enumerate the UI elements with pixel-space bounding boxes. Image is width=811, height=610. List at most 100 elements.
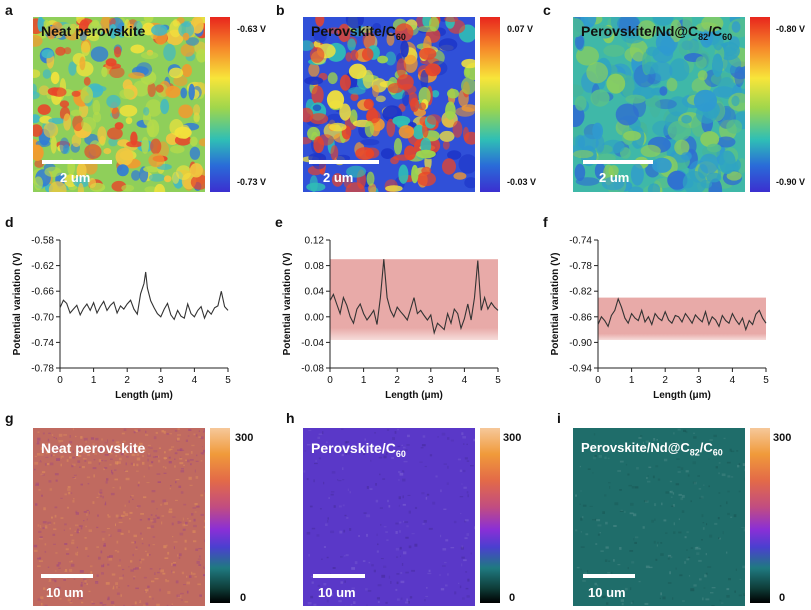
- kpfm-colorbar-b: [480, 17, 500, 192]
- map-noise-pixel: [597, 524, 602, 527]
- y-tick-label: -0.58: [31, 236, 54, 247]
- map-noise-pixel: [115, 441, 120, 444]
- map-noise-pixel: [323, 583, 327, 586]
- map-noise-pixel: [587, 468, 591, 470]
- map-noise-pixel: [369, 488, 373, 490]
- map-noise-pixel: [450, 439, 454, 442]
- map-texture-blob: [700, 131, 720, 148]
- map-noise-pixel: [40, 447, 43, 450]
- x-tick-label: 2: [662, 375, 668, 386]
- x-tick-label: 1: [629, 375, 635, 386]
- map-noise-pixel: [118, 521, 123, 524]
- map-noise-pixel: [461, 545, 464, 549]
- map-noise-pixel: [420, 447, 424, 449]
- map-noise-pixel: [670, 556, 673, 558]
- map-noise-pixel: [135, 546, 138, 549]
- map-noise-pixel: [606, 602, 609, 605]
- map-texture-blob: [133, 20, 143, 35]
- map-texture-blob: [100, 17, 112, 34]
- map-texture-blob: [637, 20, 657, 40]
- map-noise-pixel: [63, 578, 66, 581]
- map-noise-pixel: [92, 467, 97, 470]
- map-noise-pixel: [161, 515, 165, 517]
- map-noise-pixel: [620, 509, 623, 511]
- map-texture-blob: [176, 165, 192, 181]
- map-noise-pixel: [347, 593, 350, 595]
- map-texture-blob: [350, 49, 359, 61]
- map-noise-pixel: [171, 446, 175, 448]
- map-texture-blob: [375, 95, 386, 103]
- map-texture-blob: [439, 130, 455, 142]
- map-noise-pixel: [46, 594, 49, 597]
- map-noise-pixel: [86, 513, 88, 516]
- map-texture-blob: [154, 183, 166, 192]
- map-noise-pixel: [75, 593, 78, 595]
- map-noise-pixel: [204, 567, 205, 570]
- map-noise-pixel: [137, 505, 141, 508]
- x-tick-label: 4: [730, 375, 736, 386]
- map-noise-pixel: [143, 496, 147, 499]
- map-texture-blob: [327, 72, 338, 85]
- map-noise-pixel: [741, 526, 745, 529]
- map-noise-pixel: [76, 554, 78, 556]
- map-noise-pixel: [200, 513, 204, 516]
- map-noise-pixel: [401, 453, 406, 456]
- colorbar-bottom-label: 0: [240, 592, 247, 604]
- map-noise-pixel: [467, 494, 469, 498]
- map-noise-pixel: [709, 534, 713, 538]
- map-noise-pixel: [177, 434, 181, 436]
- x-tick-label: 1: [91, 375, 97, 386]
- map-noise-pixel: [653, 438, 656, 441]
- map-texture-blob: [60, 23, 76, 36]
- map-noise-pixel: [342, 504, 345, 507]
- map-noise-pixel: [106, 528, 110, 530]
- map-noise-pixel: [196, 505, 200, 508]
- map-texture-blob: [143, 166, 160, 173]
- map-noise-pixel: [199, 555, 201, 558]
- map-noise-pixel: [48, 523, 51, 525]
- map-noise-pixel: [667, 558, 670, 560]
- map-noise-pixel: [338, 505, 342, 508]
- map-noise-pixel: [156, 603, 160, 606]
- map-noise-pixel: [404, 521, 409, 524]
- map-noise-pixel: [154, 578, 159, 580]
- map-texture-blob: [315, 17, 325, 27]
- map-noise-pixel: [710, 592, 714, 594]
- map-noise-pixel: [405, 601, 409, 604]
- map-texture-blob: [193, 104, 201, 116]
- map-noise-pixel: [49, 578, 51, 581]
- map-noise-pixel: [42, 432, 45, 435]
- map-noise-pixel: [99, 491, 103, 494]
- map-texture-blob: [590, 89, 610, 107]
- map-noise-pixel: [315, 459, 317, 462]
- map-noise-pixel: [117, 461, 121, 464]
- map-texture-blob: [42, 69, 52, 79]
- map-noise-pixel: [149, 464, 153, 467]
- map-texture-blob: [363, 98, 374, 110]
- map-noise-pixel: [619, 489, 622, 491]
- map-texture-blob: [37, 17, 44, 32]
- map-texture-blob: [659, 86, 668, 96]
- map-noise-pixel: [396, 556, 399, 558]
- map-texture-blob: [71, 90, 81, 97]
- map-noise-pixel: [634, 541, 637, 544]
- map-noise-pixel: [37, 598, 41, 601]
- map-noise-pixel: [380, 558, 384, 560]
- map-noise-pixel: [58, 440, 61, 443]
- map-noise-pixel: [170, 485, 172, 487]
- map-texture-blob: [41, 49, 54, 59]
- map-noise-pixel: [152, 536, 156, 538]
- map-noise-pixel: [152, 456, 156, 459]
- map-noise-pixel: [99, 450, 101, 454]
- map-noise-pixel: [699, 578, 702, 581]
- map-noise-pixel: [200, 460, 203, 462]
- map-texture-blob: [646, 46, 660, 57]
- map-noise-pixel: [195, 434, 198, 437]
- map-noise-pixel: [134, 541, 136, 544]
- map-noise-pixel: [728, 578, 731, 581]
- map-noise-pixel: [88, 461, 92, 464]
- map-texture-blob: [303, 40, 314, 51]
- map-noise-pixel: [397, 445, 401, 447]
- colorbar-bottom-label: -0.73 V: [237, 177, 267, 187]
- map-noise-pixel: [629, 512, 634, 515]
